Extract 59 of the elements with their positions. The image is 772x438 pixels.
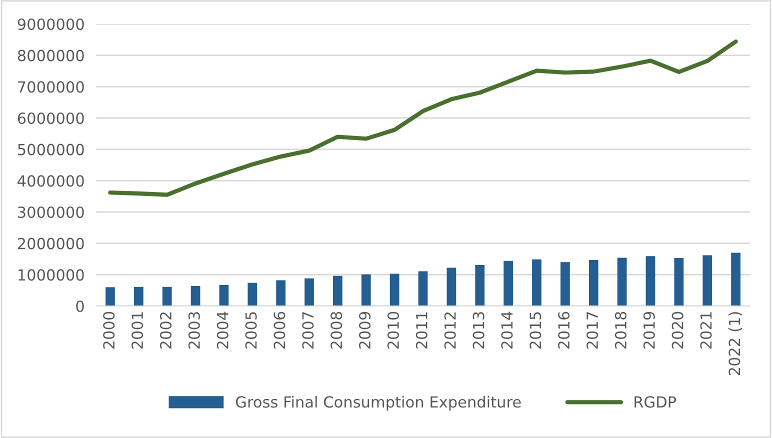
bar bbox=[248, 282, 258, 306]
y-tick-label: 8000000 bbox=[18, 50, 84, 62]
bar bbox=[304, 278, 314, 306]
x-tick-label: 2019 bbox=[643, 312, 655, 349]
bar bbox=[446, 268, 456, 306]
x-tick-label: 2020 bbox=[672, 312, 684, 349]
bar bbox=[418, 271, 428, 306]
x-tick-label: 2010 bbox=[387, 312, 399, 349]
x-tick-label: 2022 (1) bbox=[728, 312, 742, 376]
x-tick-label: 2005 bbox=[245, 312, 257, 349]
bar bbox=[560, 262, 570, 306]
bar bbox=[702, 255, 712, 306]
bar bbox=[134, 286, 144, 306]
bar bbox=[475, 264, 485, 306]
y-tick-label: 3000000 bbox=[18, 206, 84, 218]
x-tick-label: 2001 bbox=[132, 312, 144, 349]
x-tick-label: 2007 bbox=[302, 312, 314, 349]
bar bbox=[333, 276, 342, 306]
bar bbox=[361, 274, 371, 306]
x-tick-label: 2013 bbox=[472, 312, 484, 349]
bar bbox=[504, 260, 513, 306]
y-tick-label: 9000000 bbox=[18, 18, 84, 30]
bar bbox=[390, 274, 400, 306]
bar bbox=[190, 286, 200, 306]
y-tick-label: 5000000 bbox=[18, 144, 84, 156]
y-tick-label: 2000000 bbox=[18, 238, 84, 250]
bar bbox=[276, 280, 286, 306]
x-tick-label: 2021 bbox=[700, 312, 712, 349]
bar bbox=[106, 287, 115, 306]
x-tick-label: 2002 bbox=[160, 312, 172, 349]
bar bbox=[646, 256, 656, 306]
bar bbox=[162, 286, 172, 306]
legend-label: RGDP bbox=[634, 396, 676, 408]
bar bbox=[532, 259, 542, 306]
x-tick-label: 2008 bbox=[330, 312, 342, 349]
y-tick-label: 1000000 bbox=[18, 269, 84, 281]
x-tick-label: 2015 bbox=[530, 312, 542, 349]
x-tick-label: 2003 bbox=[188, 312, 200, 349]
y-tick-label: 0 bbox=[76, 300, 84, 312]
x-tick-label: 2000 bbox=[103, 312, 115, 349]
x-tick-label: 2009 bbox=[359, 312, 371, 349]
bar bbox=[617, 258, 627, 306]
bar bbox=[674, 258, 684, 306]
x-tick-label: 2006 bbox=[274, 312, 286, 349]
y-tick-label: 4000000 bbox=[18, 175, 84, 187]
x-tick-label: 2016 bbox=[558, 312, 570, 349]
x-tick-label: 2011 bbox=[416, 312, 428, 349]
x-tick-label: 2012 bbox=[444, 312, 456, 349]
y-tick-label: 7000000 bbox=[18, 81, 84, 93]
line-series bbox=[108, 39, 738, 197]
bar bbox=[219, 285, 229, 306]
bar bbox=[731, 252, 740, 306]
x-tick-label: 2017 bbox=[586, 312, 598, 349]
legend-label: Gross Final Consumption Expenditure bbox=[236, 396, 521, 411]
x-tick-label: 2004 bbox=[216, 312, 228, 349]
x-tick-label: 2014 bbox=[501, 312, 513, 349]
bar bbox=[588, 260, 598, 306]
y-tick-label: 6000000 bbox=[18, 112, 84, 124]
x-tick-label: 2018 bbox=[614, 312, 626, 349]
